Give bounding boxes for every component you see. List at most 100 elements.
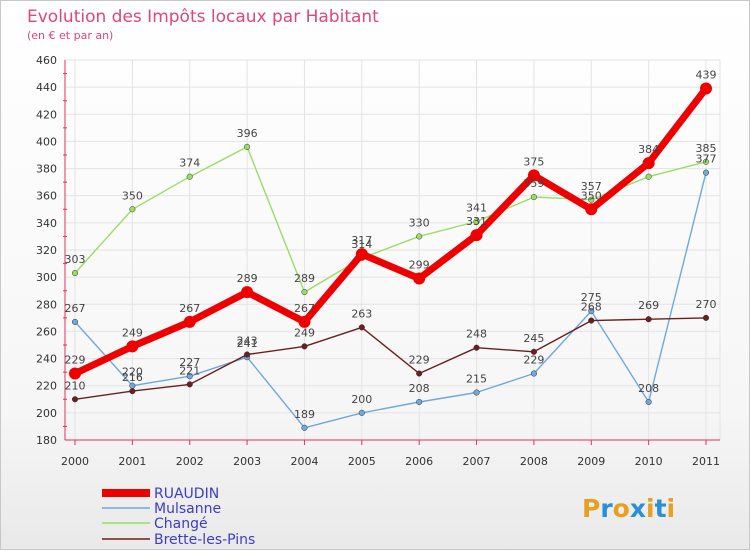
data-label: 263 [351, 307, 372, 320]
data-label: 249 [294, 326, 315, 339]
data-label: 299 [409, 259, 430, 272]
data-label: 243 [237, 335, 258, 348]
logo-letter: P [582, 494, 600, 523]
data-point [244, 143, 251, 150]
data-point [69, 367, 81, 380]
data-label: 200 [351, 393, 372, 406]
data-label: 221 [179, 364, 200, 377]
data-label: 384 [638, 143, 659, 156]
logo-letter: x [630, 494, 646, 523]
data-point [71, 396, 79, 403]
y-tick-label: 260 [36, 325, 57, 338]
y-tick-label: 340 [36, 217, 57, 230]
data-point [186, 381, 193, 388]
y-tick-label: 440 [36, 81, 57, 94]
data-label: 314 [351, 238, 372, 251]
chart-title: Evolution des Impôts locaux par Habitant [27, 7, 379, 27]
data-point [71, 270, 79, 277]
data-label: 275 [581, 291, 602, 304]
data-label: 210 [65, 379, 86, 392]
y-tick-label: 460 [36, 54, 57, 67]
y-tick-label: 240 [36, 353, 57, 366]
data-label: 269 [638, 299, 659, 312]
chart-subtitle: (en € et par an) [27, 29, 113, 42]
logo-letter: i [646, 494, 655, 523]
data-label: 350 [122, 189, 143, 202]
series-line-3 [74, 317, 707, 400]
data-point [527, 169, 540, 182]
data-point [645, 316, 652, 323]
data-point [244, 351, 251, 358]
y-tick-label: 380 [36, 163, 57, 176]
y-tick-label: 420 [36, 108, 57, 121]
data-label: 357 [581, 180, 602, 193]
data-point [702, 314, 710, 321]
data-point [355, 248, 368, 261]
data-label: 317 [351, 234, 372, 247]
data-point [358, 324, 365, 331]
data-label: 267 [294, 302, 315, 315]
data-label: 245 [523, 332, 544, 345]
y-tick-label: 400 [36, 135, 57, 148]
data-point [700, 82, 712, 95]
data-point [413, 272, 426, 285]
series-line-1 [74, 171, 707, 429]
y-tick-label: 280 [36, 298, 57, 311]
data-label: 208 [409, 382, 430, 395]
x-tick-label: 2001 [118, 455, 146, 468]
data-point [416, 233, 423, 240]
data-point [585, 203, 598, 216]
data-label: 331 [466, 215, 487, 228]
x-tick-label: 2009 [577, 455, 605, 468]
x-tick-label: 2000 [61, 455, 89, 468]
y-tick-label: 180 [36, 434, 57, 447]
data-label: 241 [237, 337, 258, 350]
data-label: 229 [65, 354, 86, 367]
x-tick-label: 2008 [520, 455, 548, 468]
legend-label-1: Mulsanne [154, 501, 221, 517]
logo-letter: o [613, 494, 630, 523]
x-tick-label: 2003 [233, 455, 261, 468]
legend-label-3: Brette-les-Pins [154, 532, 255, 548]
data-label: 268 [581, 301, 602, 314]
data-point [183, 315, 196, 328]
data-label: 248 [466, 328, 487, 341]
y-tick-label: 360 [36, 190, 57, 203]
axes: 180 200 220 240 260 280 300 320 340 360 380 400 420 4… [36, 54, 720, 468]
data-point [129, 206, 136, 213]
data-point [702, 169, 710, 176]
proxiti-logo: Proxiti [582, 494, 675, 523]
data-label: 216 [122, 371, 143, 384]
data-label: 208 [638, 382, 659, 395]
data-label: 270 [696, 298, 717, 311]
data-label: 330 [409, 216, 430, 229]
x-tick-label: 2006 [405, 455, 433, 468]
y-tick-label: 320 [36, 244, 57, 257]
x-tick-label: 2005 [348, 455, 376, 468]
data-label: 341 [466, 202, 487, 215]
data-label: 267 [65, 302, 86, 315]
data-label: 215 [466, 373, 487, 386]
data-point [530, 370, 537, 377]
data-point [301, 424, 308, 431]
data-point [241, 286, 254, 299]
series-layer [69, 82, 712, 431]
data-point [645, 173, 652, 180]
data-point [473, 389, 480, 396]
y-tick-label: 300 [36, 271, 57, 284]
y-tick-label: 220 [36, 380, 57, 393]
data-point [301, 289, 308, 296]
data-point [71, 318, 79, 325]
data-point [129, 388, 136, 395]
data-label: 377 [696, 153, 717, 166]
x-tick-label: 2004 [290, 455, 318, 468]
data-point [126, 340, 139, 353]
data-point [530, 194, 537, 201]
data-point [588, 317, 595, 324]
data-label: 439 [696, 69, 717, 82]
data-label: 385 [696, 142, 717, 155]
logo-letter: t [655, 494, 667, 523]
